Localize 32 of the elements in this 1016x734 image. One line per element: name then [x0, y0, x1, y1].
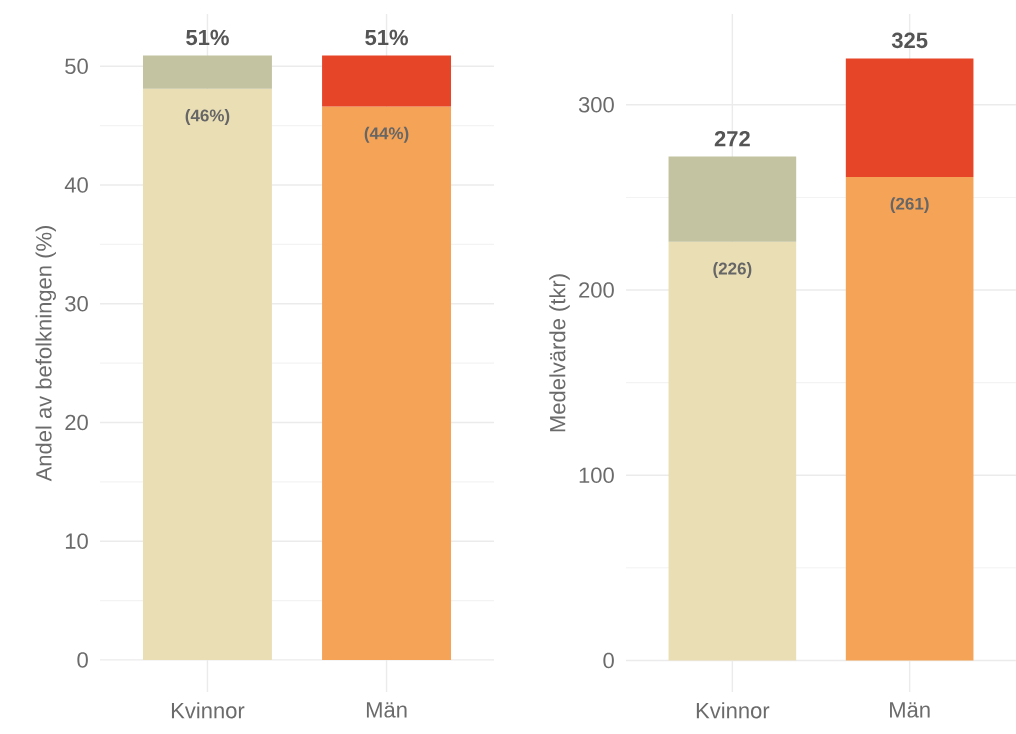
y-tick-label: 40 — [64, 177, 88, 193]
total-label: 272 — [714, 130, 750, 147]
data-label: (226) — [713, 262, 752, 278]
y-tick-label: 50 — [65, 58, 88, 75]
data-label: (261) — [890, 197, 929, 214]
bar — [322, 106, 452, 660]
annotation: (44%) — [364, 126, 409, 143]
bar — [845, 177, 974, 661]
y-tick-label: 0 — [603, 652, 614, 669]
total-label: 325 — [891, 32, 928, 49]
bar — [142, 55, 272, 89]
bar — [322, 55, 452, 107]
total-label: 51% — [186, 29, 229, 46]
y-tick-label: 10 — [65, 533, 88, 549]
x-tick-label: Kvinnor — [696, 702, 770, 719]
y-axis-title: Andel av befolkningen (%) — [35, 226, 56, 482]
bar — [668, 156, 797, 242]
bar — [668, 241, 797, 661]
total-label: 51% — [365, 29, 408, 46]
bar — [142, 88, 272, 660]
y-tick-label: 0 — [77, 652, 88, 668]
y-tick-label: 100 — [579, 467, 614, 484]
annotation: (46%) — [185, 109, 230, 125]
y-tick-label: 20 — [65, 414, 88, 431]
y-axis-title: Medelvärde (tkr) — [549, 274, 570, 432]
x-tick-label: Kvinnor — [171, 702, 245, 719]
x-tick-label: Män — [890, 702, 930, 718]
y-tick-label: 300 — [578, 96, 614, 113]
x-tick-label: Män — [366, 702, 407, 718]
bar — [845, 58, 974, 177]
y-tick-label: 200 — [579, 282, 614, 298]
y-tick-label: 30 — [65, 295, 88, 312]
